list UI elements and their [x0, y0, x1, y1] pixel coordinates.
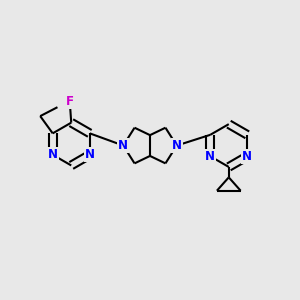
Text: N: N [118, 139, 128, 152]
Text: N: N [48, 148, 58, 161]
Text: F: F [66, 95, 74, 108]
Text: N: N [172, 139, 182, 152]
Text: N: N [242, 150, 252, 163]
Text: N: N [85, 148, 95, 161]
Text: N: N [205, 150, 215, 163]
